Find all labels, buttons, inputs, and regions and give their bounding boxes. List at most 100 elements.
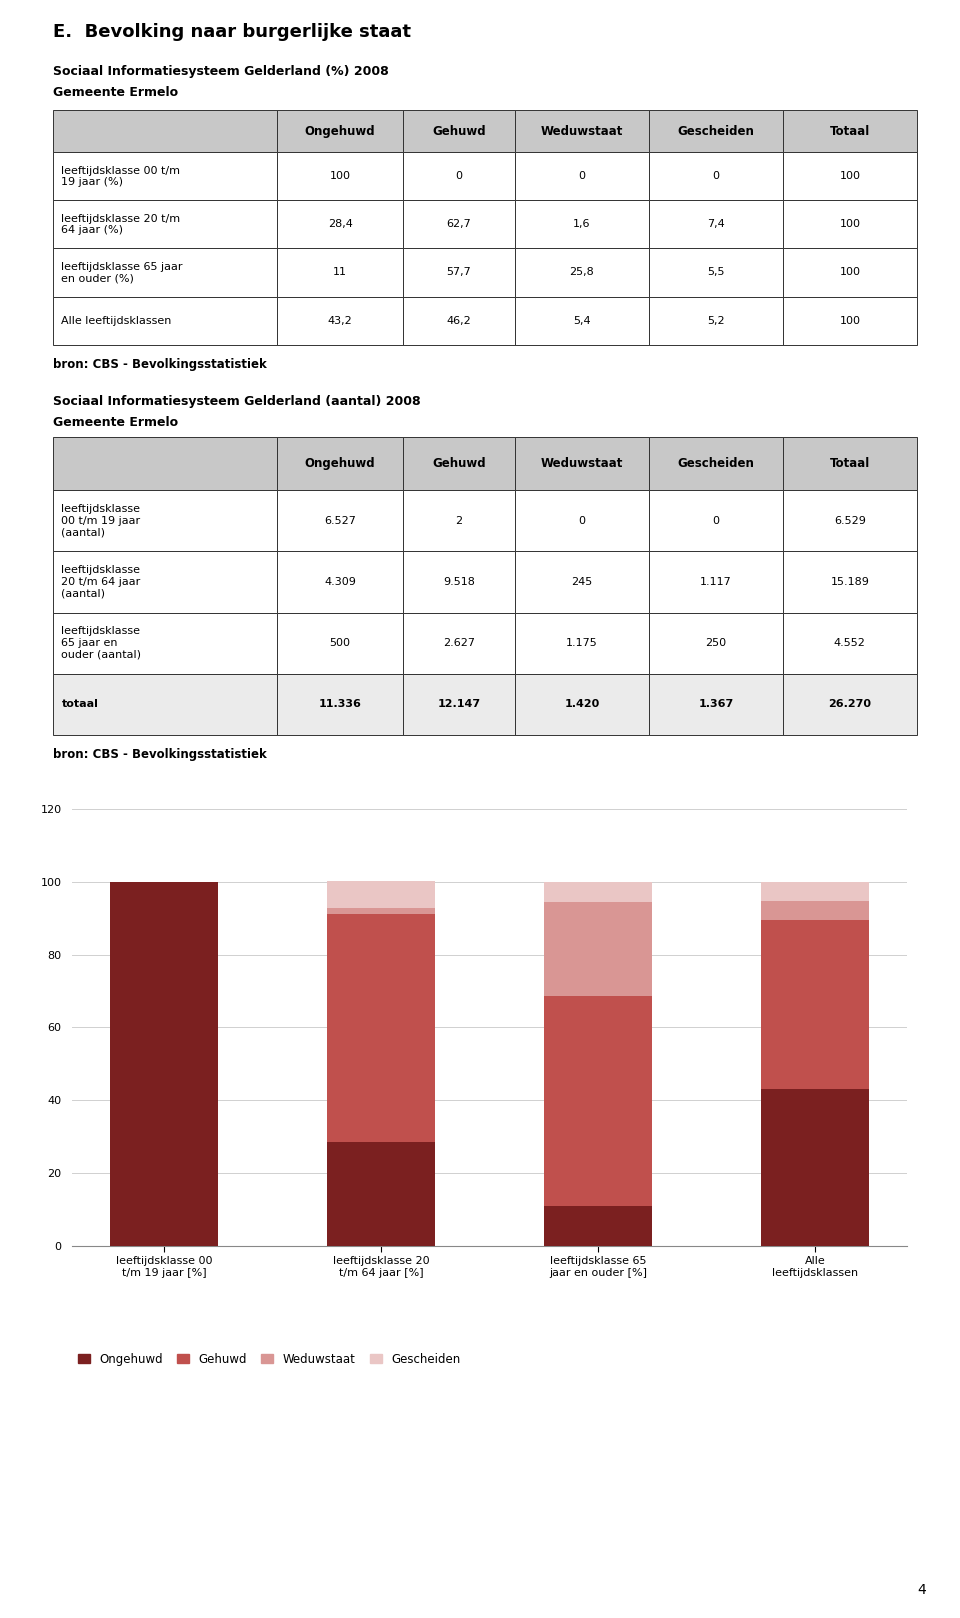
Bar <box>782 249 917 296</box>
Bar <box>327 1142 436 1246</box>
Text: 0: 0 <box>455 172 463 181</box>
Bar <box>782 296 917 345</box>
Legend: Ongehuwd, Gehuwd, Weduwstaat, Gescheiden: Ongehuwd, Gehuwd, Weduwstaat, Gescheiden <box>74 1348 465 1370</box>
Text: 1.117: 1.117 <box>700 578 732 587</box>
Bar <box>277 152 403 201</box>
Text: 1.420: 1.420 <box>564 699 600 709</box>
Text: 1.367: 1.367 <box>698 699 733 709</box>
Bar <box>782 490 917 552</box>
Text: totaal: totaal <box>61 699 98 709</box>
Bar <box>649 673 782 735</box>
Bar <box>53 201 277 249</box>
Bar <box>403 201 516 249</box>
Bar <box>782 437 917 490</box>
Bar <box>782 552 917 613</box>
Text: 100: 100 <box>839 267 860 278</box>
Text: 2.627: 2.627 <box>443 637 475 649</box>
Text: 4.309: 4.309 <box>324 578 356 587</box>
Text: 7,4: 7,4 <box>708 220 725 230</box>
Bar <box>543 995 652 1205</box>
Bar <box>403 490 516 552</box>
Bar <box>760 882 869 901</box>
Bar <box>782 613 917 673</box>
Text: 1,6: 1,6 <box>573 220 590 230</box>
Bar <box>782 201 917 249</box>
Bar <box>277 552 403 613</box>
Text: 5,4: 5,4 <box>573 316 590 325</box>
Bar <box>515 673 649 735</box>
Bar <box>53 249 277 296</box>
Text: Ongehuwd: Ongehuwd <box>304 458 375 471</box>
Text: 62,7: 62,7 <box>446 220 471 230</box>
Bar <box>515 152 649 201</box>
Text: 15.189: 15.189 <box>830 578 869 587</box>
Text: Gehuwd: Gehuwd <box>432 458 486 471</box>
Bar <box>277 249 403 296</box>
Bar <box>760 921 869 1089</box>
Text: 11: 11 <box>333 267 348 278</box>
Text: 500: 500 <box>329 637 350 649</box>
Text: Totaal: Totaal <box>829 458 870 471</box>
Text: Weduwstaat: Weduwstaat <box>540 458 623 471</box>
Text: 46,2: 46,2 <box>446 316 471 325</box>
Text: E.  Bevolking naar burgerlijke staat: E. Bevolking naar burgerlijke staat <box>53 23 411 40</box>
Bar <box>53 552 277 613</box>
Bar <box>277 673 403 735</box>
Text: Gescheiden: Gescheiden <box>678 125 755 138</box>
Text: leeftijdsklasse
20 t/m 64 jaar
(aantal): leeftijdsklasse 20 t/m 64 jaar (aantal) <box>61 565 141 599</box>
Bar <box>53 613 277 673</box>
Text: bron: CBS - Bevolkingsstatistiek: bron: CBS - Bevolkingsstatistiek <box>53 358 267 371</box>
Bar <box>543 882 652 901</box>
Text: Gemeente Ermelo: Gemeente Ermelo <box>53 416 178 429</box>
Text: 0: 0 <box>579 172 586 181</box>
Bar <box>277 437 403 490</box>
Text: leeftijdsklasse
65 jaar en
ouder (aantal): leeftijdsklasse 65 jaar en ouder (aantal… <box>61 626 141 660</box>
Text: Totaal: Totaal <box>829 125 870 138</box>
Text: 26.270: 26.270 <box>828 699 872 709</box>
Text: 2: 2 <box>455 516 463 526</box>
Bar <box>515 437 649 490</box>
Text: Sociaal Informatiesysteem Gelderland (aantal) 2008: Sociaal Informatiesysteem Gelderland (aa… <box>53 395 420 408</box>
Bar <box>403 152 516 201</box>
Text: 0: 0 <box>712 516 719 526</box>
Bar <box>649 152 782 201</box>
Text: 12.147: 12.147 <box>438 699 480 709</box>
Text: leeftijdsklasse 00 t/m
19 jaar (%): leeftijdsklasse 00 t/m 19 jaar (%) <box>61 165 180 188</box>
Bar <box>543 1205 652 1246</box>
Bar <box>403 552 516 613</box>
Bar <box>649 296 782 345</box>
Text: leeftijdsklasse
00 t/m 19 jaar
(aantal): leeftijdsklasse 00 t/m 19 jaar (aantal) <box>61 505 140 537</box>
Text: 100: 100 <box>839 316 860 325</box>
Bar <box>327 908 436 914</box>
Text: 100: 100 <box>839 172 860 181</box>
Bar <box>515 296 649 345</box>
Bar <box>515 490 649 552</box>
Text: 1.175: 1.175 <box>566 637 598 649</box>
Text: 0: 0 <box>579 516 586 526</box>
Text: Sociaal Informatiesysteem Gelderland (%) 2008: Sociaal Informatiesysteem Gelderland (%)… <box>53 65 389 78</box>
Text: Alle leeftijdsklassen: Alle leeftijdsklassen <box>61 316 172 325</box>
Bar <box>403 673 516 735</box>
Bar <box>277 490 403 552</box>
Bar <box>403 437 516 490</box>
Bar <box>515 552 649 613</box>
Bar <box>53 110 277 152</box>
Text: 43,2: 43,2 <box>327 316 352 325</box>
Text: Weduwstaat: Weduwstaat <box>540 125 623 138</box>
Bar <box>543 901 652 995</box>
Bar <box>53 152 277 201</box>
Text: 4: 4 <box>918 1582 926 1597</box>
Bar <box>760 1089 869 1246</box>
Bar <box>277 201 403 249</box>
Text: 250: 250 <box>706 637 727 649</box>
Text: Gescheiden: Gescheiden <box>678 458 755 471</box>
Bar <box>327 882 436 908</box>
Text: leeftijdsklasse 20 t/m
64 jaar (%): leeftijdsklasse 20 t/m 64 jaar (%) <box>61 214 180 235</box>
Text: 6.527: 6.527 <box>324 516 356 526</box>
Bar <box>53 437 277 490</box>
Text: Gemeente Ermelo: Gemeente Ermelo <box>53 86 178 99</box>
Bar <box>110 882 219 1246</box>
Text: 25,8: 25,8 <box>569 267 594 278</box>
Text: 28,4: 28,4 <box>327 220 352 230</box>
Bar <box>277 110 403 152</box>
